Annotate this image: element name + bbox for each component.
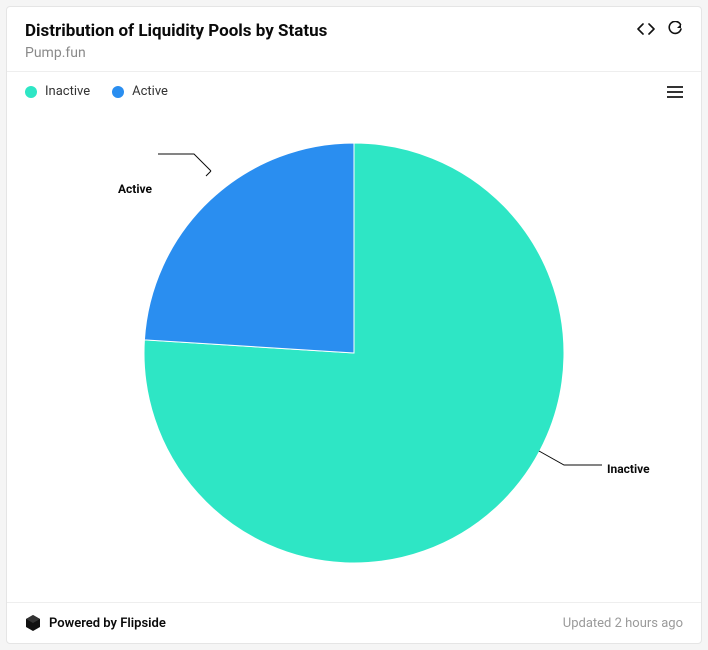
slice-label-inactive: Inactive: [607, 462, 650, 476]
chart-area: Inactive Active: [7, 103, 701, 602]
refresh-icon[interactable]: [667, 21, 683, 37]
pie-chart: Inactive Active: [34, 113, 674, 593]
card-subtitle: Pump.fun: [25, 45, 327, 61]
legend-swatch-active: [112, 86, 124, 98]
pie-slice-active[interactable]: [144, 143, 354, 353]
legend-item-active[interactable]: Active: [112, 84, 168, 99]
header-actions: [637, 21, 683, 37]
card-header: Distribution of Liquidity Pools by Statu…: [7, 7, 701, 72]
header-text: Distribution of Liquidity Pools by Statu…: [25, 21, 327, 61]
embed-icon[interactable]: [637, 22, 655, 36]
leader-line-inactive: [539, 451, 602, 465]
legend-label-inactive: Inactive: [45, 84, 90, 99]
card-title: Distribution of Liquidity Pools by Statu…: [25, 21, 327, 41]
legend-item-inactive[interactable]: Inactive: [25, 84, 90, 99]
flipside-logo-icon: [25, 615, 41, 631]
chart-menu-icon[interactable]: [663, 86, 683, 98]
card-footer: Powered by Flipside Updated 2 hours ago: [7, 602, 701, 643]
slice-label-active: Active: [118, 182, 153, 196]
updated-text: Updated 2 hours ago: [563, 616, 683, 631]
leader-line-active: [158, 154, 211, 176]
chart-card: Distribution of Liquidity Pools by Statu…: [6, 6, 702, 644]
powered-by[interactable]: Powered by Flipside: [25, 615, 166, 631]
powered-by-text: Powered by Flipside: [49, 616, 166, 631]
legend-label-active: Active: [132, 84, 168, 99]
legend: Inactive Active: [25, 84, 168, 99]
legend-row: Inactive Active: [7, 72, 701, 103]
legend-swatch-inactive: [25, 86, 37, 98]
